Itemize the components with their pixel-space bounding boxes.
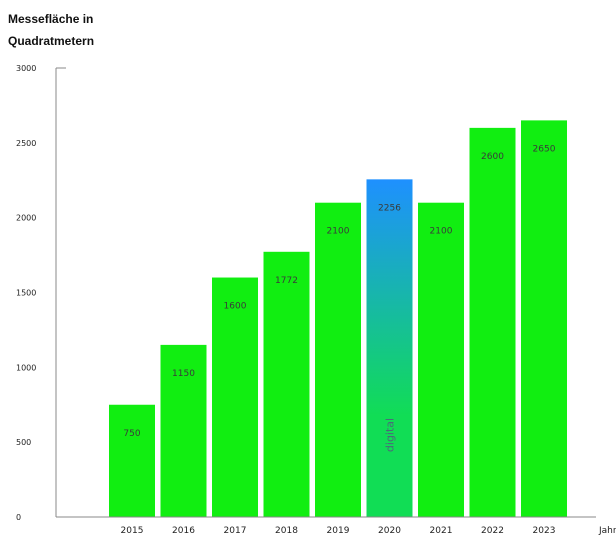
chart-title-line-2: Quadratmetern: [8, 34, 95, 48]
y-tick-label: 1000: [16, 363, 36, 372]
data-label-2023: 2650: [533, 144, 556, 154]
y-tick-label: 500: [16, 438, 31, 447]
data-label-2017: 1600: [224, 302, 247, 312]
y-tick-label: 2000: [16, 214, 36, 223]
annotation-2020: digital: [384, 418, 397, 452]
data-label-2016: 1150: [172, 369, 195, 379]
bar-2023: [521, 120, 567, 517]
data-label-2022: 2600: [481, 152, 504, 162]
bar-2022: [469, 127, 516, 517]
chart-title: Messefläche in Quadratmetern: [8, 8, 208, 52]
chart-title-line-1: Messefläche in: [8, 12, 94, 26]
x-tick-label-2020: 2020: [378, 526, 401, 536]
x-tick-label-2022: 2022: [481, 526, 504, 536]
bar-2020: [366, 179, 413, 518]
x-tick-label-2017: 2017: [224, 526, 247, 536]
x-tick-label-2016: 2016: [172, 526, 195, 536]
bar-2015: [109, 404, 155, 517]
data-label-2015: 750: [123, 429, 140, 439]
x-axis-title: Jahr: [598, 526, 616, 536]
data-label-2018: 1772: [275, 276, 298, 286]
bar-2017: [212, 277, 258, 517]
y-axis: 0 500 1000 1500 2000 2500 3000: [16, 64, 66, 522]
bar-2019: [315, 202, 361, 517]
y-tick-label: 2500: [16, 139, 36, 148]
x-tick-label-2018: 2018: [275, 526, 298, 536]
x-axis: 2015 2016 2017 2018 2019 2020 2021 2022 2023 Jahr: [56, 516, 616, 536]
x-tick-label-2023: 2023: [533, 526, 556, 536]
y-tick-label: 1500: [16, 289, 36, 298]
x-tick-label-2015: 2015: [121, 526, 144, 536]
bars: 750 1150 1600 1772 2100 2256 2100 2600 2650 digit…: [109, 120, 567, 518]
x-tick-label-2019: 2019: [327, 526, 350, 536]
x-tick-label-2021: 2021: [430, 526, 453, 536]
bar-2021: [418, 202, 464, 517]
y-tick-label: 3000: [16, 64, 36, 73]
data-label-2019: 2100: [327, 227, 350, 237]
bar-2018: [263, 251, 310, 518]
data-label-2021: 2100: [430, 227, 453, 237]
bar-2016: [160, 344, 207, 517]
data-label-2020: 2256: [378, 203, 401, 213]
y-tick-label: 0: [16, 513, 21, 522]
